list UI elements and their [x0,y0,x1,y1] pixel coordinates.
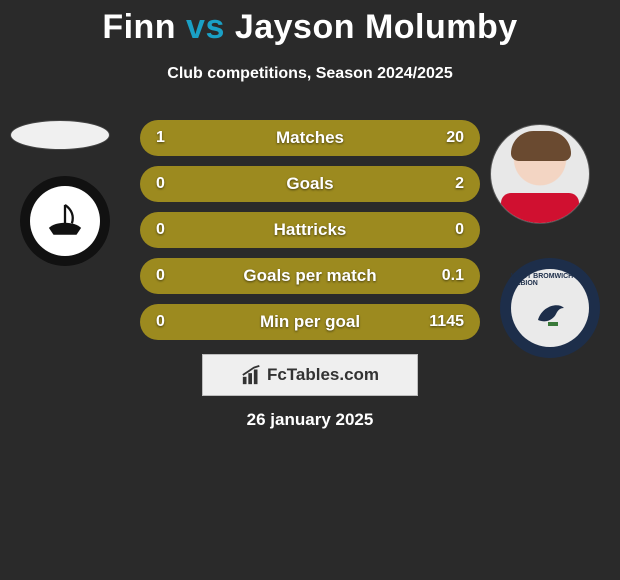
vs-text: vs [186,8,225,46]
stat-left-value: 0 [156,313,165,331]
stat-label: Matches [140,128,480,148]
avatar-shirt [501,193,579,223]
stat-pill-matches: 1Matches20 [140,120,480,156]
stat-right-value: 0 [455,221,464,239]
stat-left-value: 0 [156,267,165,285]
bird-icon [530,292,570,332]
stat-left-value: 1 [156,129,165,147]
snapshot-date: 26 january 2025 [0,410,620,430]
ship-icon [42,198,88,244]
stat-right-value: 0.1 [442,267,464,285]
stat-left-value: 0 [156,175,165,193]
stat-label: Goals [140,174,480,194]
player1-club-crest [20,176,110,266]
comparison-title: Finn vs Jayson Molumby [0,0,620,47]
player2-name: Jayson Molumby [235,8,518,46]
player1-avatar [10,120,110,150]
source-logo: FcTables.com [202,354,418,396]
stat-pill-goals-per-match: 0Goals per match0.1 [140,258,480,294]
bar-chart-icon [241,364,263,386]
stat-label: Hattricks [140,220,480,240]
source-text: FcTables.com [267,365,379,385]
player2-club-crest: WEST BROMWICH ALBION [500,258,600,358]
stat-pill-goals: 0Goals2 [140,166,480,202]
stat-label: Goals per match [140,266,480,286]
stat-left-value: 0 [156,221,165,239]
player2-avatar [490,124,590,224]
stat-pill-min-per-goal: 0Min per goal1145 [140,304,480,340]
avatar-hair [511,131,571,161]
crest-club-text: WEST BROMWICH ALBION [511,273,589,287]
stat-right-value: 1145 [429,313,464,331]
stat-right-value: 2 [455,175,464,193]
subtitle: Club competitions, Season 2024/2025 [0,65,620,83]
player1-name: Finn [102,8,176,46]
stat-pill-hattricks: 0Hattricks0 [140,212,480,248]
stat-right-value: 20 [446,129,464,147]
